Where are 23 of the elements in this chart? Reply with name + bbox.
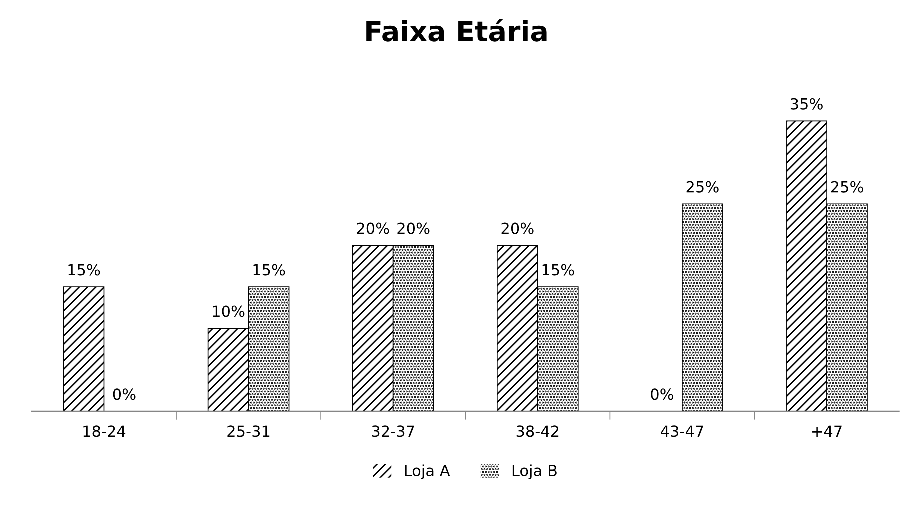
data-label: 15% [254,264,286,276]
data-label: 20% [502,222,534,234]
x-tick-label: 32-37 [372,426,414,438]
x-tick-label: 25-31 [228,426,270,438]
data-label: 0% [113,388,136,400]
data-label: 25% [686,181,719,193]
legend-label: Loja B [512,464,557,480]
data-label: 35% [790,98,823,110]
x-tick-label: 18-24 [84,426,126,438]
data-label: 0% [651,388,674,400]
data-label: 20% [357,222,390,234]
chart-title: Faixa Etária [366,19,547,42]
legend-label: Loja A [405,464,450,480]
x-tick-label: 43-47 [661,426,704,438]
data-label: 20% [398,222,430,234]
bar [63,286,105,412]
data-label: 10% [213,306,245,318]
data-label: 15% [542,264,574,276]
bar [682,204,724,412]
data-label: 15% [68,264,100,276]
x-tick-label: +47 [812,426,842,437]
x-tick-label: 38-42 [516,426,559,438]
data-label: 25% [831,181,864,193]
